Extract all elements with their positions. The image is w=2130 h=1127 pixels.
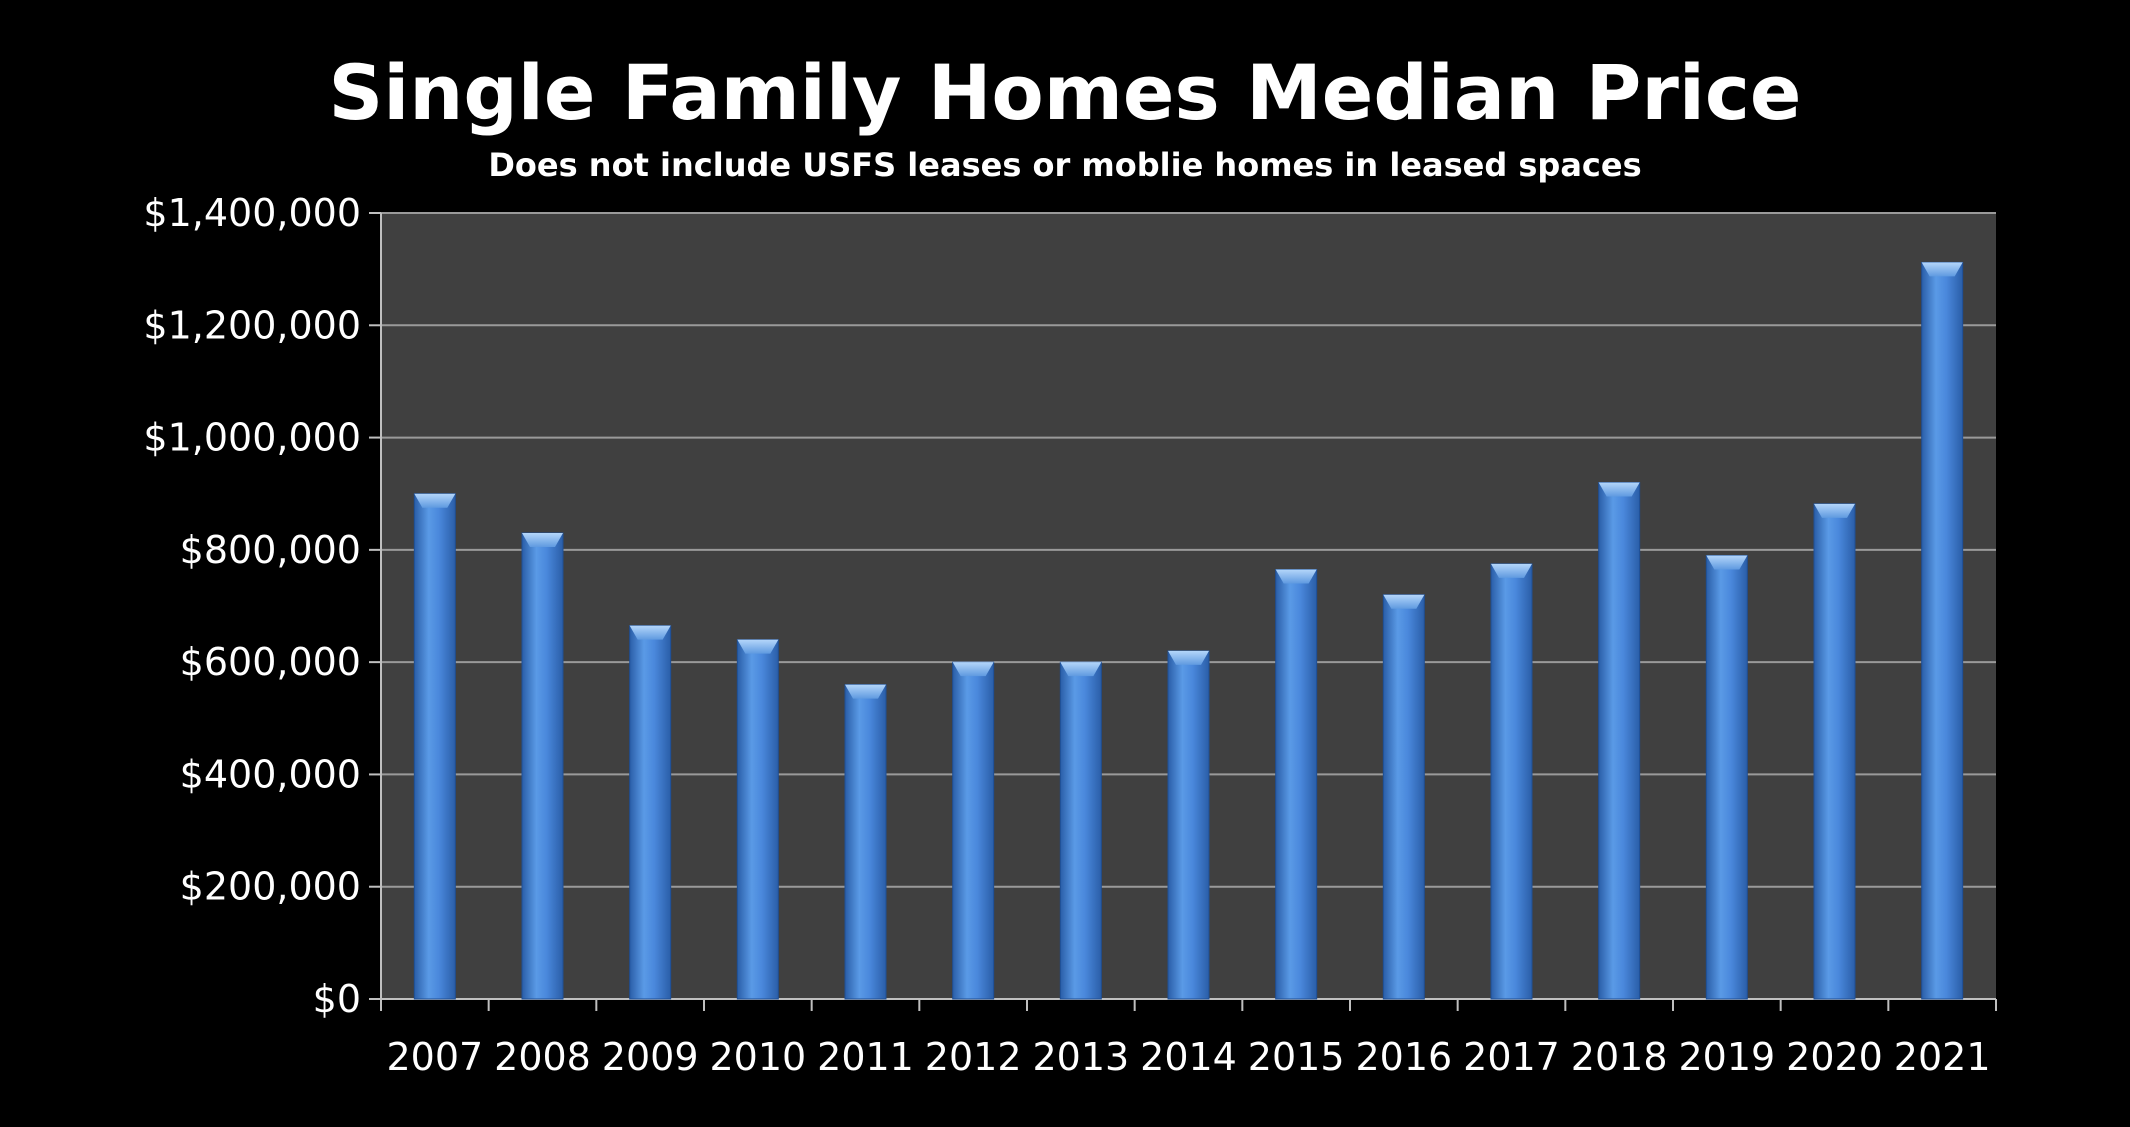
y-tick-label: $1,000,000: [143, 416, 361, 460]
x-tick-label: 2016: [1355, 1035, 1452, 1079]
bar-cap: [1598, 482, 1640, 497]
x-tick-label: 2009: [602, 1035, 699, 1079]
bar-cap: [737, 639, 779, 654]
bar: [844, 684, 887, 1000]
y-tick-label: $200,000: [180, 865, 361, 909]
x-tick-label: 2020: [1786, 1035, 1883, 1079]
bar: [1705, 554, 1748, 1000]
bar-cap: [1921, 262, 1963, 277]
bar-cap: [1383, 594, 1425, 609]
bar: [1490, 563, 1533, 1000]
y-tick-label: $0: [313, 977, 361, 1021]
y-tick-label: $600,000: [180, 640, 361, 684]
x-tick-label: 2014: [1140, 1035, 1237, 1079]
bar: [736, 639, 779, 1000]
x-tick-label: 2008: [494, 1035, 591, 1079]
bar-cap: [845, 684, 886, 699]
x-tick-label: 2013: [1032, 1035, 1129, 1079]
chart-subtitle: Does not include USFS leases or moblie h…: [488, 146, 1642, 184]
bar: [1921, 261, 1964, 1000]
bar-cap: [1168, 650, 1209, 665]
bar: [1813, 503, 1856, 1000]
bar-cap: [629, 625, 671, 640]
y-tick-label: $1,400,000: [143, 191, 361, 235]
bar-cap: [522, 533, 563, 548]
x-tick-label: 2017: [1463, 1035, 1560, 1079]
bar: [1167, 650, 1210, 1000]
x-tick-label: 2010: [709, 1035, 806, 1079]
y-tick-label: $1,200,000: [143, 303, 361, 347]
bar: [1382, 594, 1425, 1000]
bar: [952, 661, 995, 1000]
chart-title: Single Family Homes Median Price: [328, 48, 1802, 137]
x-tick-label: 2019: [1678, 1035, 1775, 1079]
bar: [1275, 569, 1318, 1000]
bar-cap: [1275, 569, 1317, 584]
bar-cap: [1814, 503, 1855, 518]
x-tick-label: 2015: [1248, 1035, 1345, 1079]
x-tick-label: 2012: [925, 1035, 1022, 1079]
bar: [1598, 481, 1641, 1000]
y-tick-label: $800,000: [180, 528, 361, 572]
y-tick-label: $400,000: [180, 752, 361, 796]
bar-cap: [952, 662, 994, 677]
bar: [629, 625, 672, 1000]
bar-cap: [1706, 555, 1748, 570]
bar-cap: [1060, 662, 1102, 677]
bar-cap: [414, 493, 456, 508]
x-tick-label: 2011: [817, 1035, 914, 1079]
bar-cap: [1491, 563, 1532, 578]
bar: [1059, 661, 1102, 1000]
x-tick-label: 2007: [386, 1035, 483, 1079]
x-tick-label: 2018: [1571, 1035, 1668, 1079]
bar: [521, 532, 564, 1000]
bar: [413, 493, 456, 1000]
x-tick-label: 2021: [1894, 1035, 1991, 1079]
